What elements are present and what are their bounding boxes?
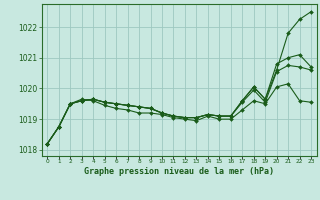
X-axis label: Graphe pression niveau de la mer (hPa): Graphe pression niveau de la mer (hPa) <box>84 167 274 176</box>
